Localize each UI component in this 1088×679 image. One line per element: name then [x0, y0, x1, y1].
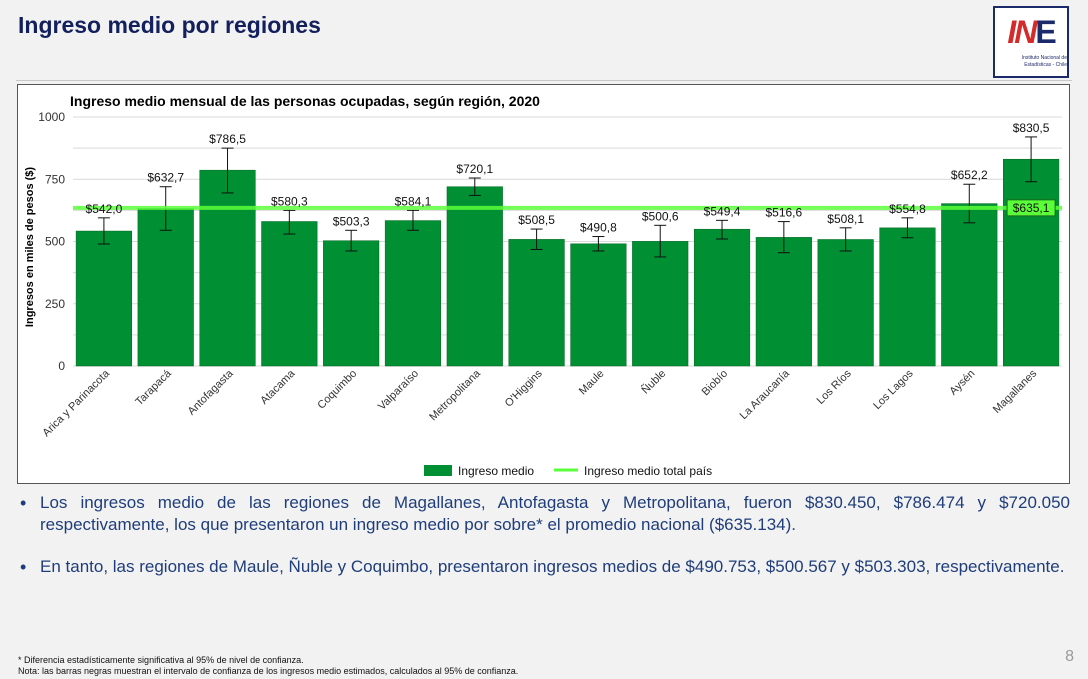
x-tick-label: Ñuble — [639, 367, 669, 397]
x-tick-label: La Araucanía — [738, 367, 793, 422]
bar — [323, 240, 380, 367]
x-tick-label: Atacama — [258, 367, 298, 407]
data-label: $508,5 — [518, 213, 555, 227]
bars-layer — [75, 136, 1060, 367]
reference-label-box — [1006, 199, 1056, 217]
bar — [755, 237, 812, 367]
data-label: $720,1 — [456, 162, 493, 176]
data-label: $554,8 — [889, 202, 926, 216]
legend-label: Ingreso medio total país — [584, 464, 712, 478]
data-label: $508,1 — [827, 212, 864, 226]
y-axis-label: Ingresos en miles de pesos ($) — [24, 167, 36, 328]
bar — [941, 203, 998, 367]
x-tick-label: Antofagasta — [186, 367, 237, 418]
x-tick-label: Tarapacá — [133, 367, 174, 408]
logo-text-line-2: Estadísticas - Chile — [1024, 62, 1067, 68]
x-tick-label: Aysén — [947, 368, 977, 398]
chart-title: Ingreso medio mensual de las personas oc… — [70, 93, 540, 109]
legend: Ingreso medio Ingreso medio total país — [424, 464, 712, 478]
data-label: $632,7 — [147, 171, 184, 185]
reference-label: $635,1 — [1013, 201, 1050, 215]
bar — [1003, 158, 1060, 367]
logo-text-line-1: Instituto Nacional de — [1021, 55, 1067, 61]
x-tick-label: Coquimbo — [315, 368, 359, 412]
data-label: $584,1 — [395, 194, 432, 208]
bullet-text: En tanto, las regiones de Maule, Ñuble y… — [40, 557, 1065, 576]
slide-title: Ingreso medio por regiones — [18, 12, 321, 38]
legend-swatch-bar — [424, 465, 452, 476]
x-tick-label: Metropolitana — [427, 367, 483, 423]
data-label: $503,3 — [333, 214, 370, 228]
title-divider — [16, 80, 1072, 81]
bullet-dot: • — [20, 493, 27, 513]
chart-frame: Ingreso medio mensual de las personas oc… — [17, 84, 1070, 484]
bar — [570, 243, 627, 367]
y-tick-label: 1000 — [38, 110, 65, 124]
bullet-item: • En tanto, las regiones de Maule, Ñuble… — [18, 556, 1070, 578]
data-label: $830,5 — [1013, 121, 1050, 135]
bullet-text: Los ingresos medio de las regiones de Ma… — [40, 493, 1070, 534]
bar — [508, 239, 565, 367]
x-tick-label: Maule — [577, 368, 607, 398]
bar — [384, 220, 442, 367]
bar — [446, 186, 503, 367]
bar — [199, 169, 256, 367]
data-label: $786,5 — [209, 132, 246, 146]
ine-logo: INE Instituto Nacional de Estadísticas -… — [993, 6, 1069, 78]
bullet-dot: • — [20, 557, 27, 577]
footnote-note: Nota: las barras negras muestran el inte… — [18, 666, 519, 676]
bar — [632, 241, 689, 367]
reference-layer: $635,1 — [73, 199, 1062, 217]
x-tick-label: Biobío — [700, 368, 731, 399]
data-label: $549,4 — [704, 204, 741, 218]
footnote-significance: * Diferencia estadísticamente significat… — [18, 655, 304, 665]
x-tick-label: Los Lagos — [871, 367, 916, 412]
page-number: 8 — [1065, 648, 1074, 665]
x-tick-label: Arica y Parinacota — [40, 367, 112, 439]
bar — [137, 208, 194, 367]
y-tick-label: 250 — [45, 297, 65, 311]
data-label: $490,8 — [580, 221, 617, 235]
x-tick-label: Los Ríos — [815, 367, 855, 407]
y-tick-label: 750 — [45, 172, 65, 186]
y-tick-label: 0 — [58, 359, 65, 373]
bar — [879, 227, 936, 367]
bar — [817, 239, 874, 367]
data-label: $516,6 — [765, 206, 802, 220]
data-label: $500,6 — [642, 209, 679, 223]
bullet-item: • Los ingresos medio de las regiones de … — [18, 492, 1070, 536]
ine-logo-mark: INE — [1007, 14, 1056, 50]
bar-chart: Ingreso medio mensual de las personas oc… — [24, 93, 1062, 478]
bar — [75, 230, 132, 367]
data-label: $580,3 — [271, 194, 308, 208]
bar — [693, 228, 751, 367]
legend-label: Ingreso medio — [458, 464, 534, 478]
data-label: $542,0 — [86, 202, 123, 216]
x-tick-label: Magallanes — [991, 367, 1040, 416]
data-label: $652,2 — [951, 168, 988, 182]
bar — [261, 221, 318, 367]
x-tick-label: Valparaíso — [376, 368, 421, 413]
x-tick-label: O'Higgins — [503, 367, 545, 409]
y-tick-label: 500 — [45, 235, 65, 249]
